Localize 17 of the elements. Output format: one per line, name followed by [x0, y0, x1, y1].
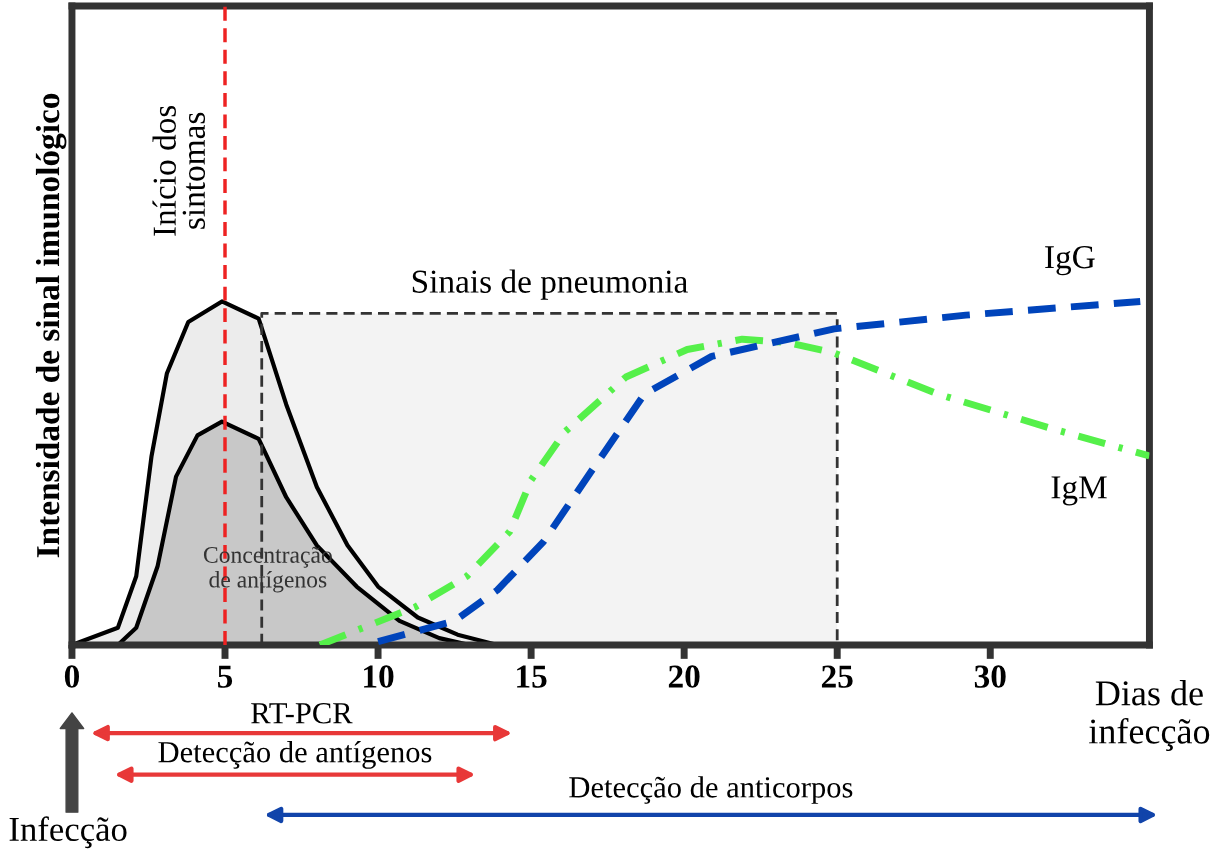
text: RT-PCR: [251, 703, 353, 724]
x-axis-title: Dias de infecção: [1089, 680, 1210, 752]
x-tick-label: 15: [517, 665, 547, 688]
text: Detecção de antígenos: [158, 740, 432, 769]
ref-line-label: Início dos sintomas: [152, 105, 206, 236]
x-tick-label: 30: [974, 665, 1006, 688]
x-tick-label: 10: [364, 665, 394, 688]
series-label: IgM: [1051, 476, 1107, 506]
series-label: IgG: [1045, 246, 1095, 276]
x-tick-label: 20: [668, 665, 700, 688]
x-tick-label: 5: [218, 665, 233, 688]
x-tick-label: 0: [64, 665, 80, 688]
text: Infecção: [9, 816, 127, 849]
band-label: Sinais de pneumonia: [412, 269, 688, 300]
y-axis-title: Intensidade de sinal imunológico: [35, 93, 67, 558]
x-tick-label: 25: [821, 665, 853, 688]
text: Detecção de anticorpos: [569, 776, 853, 804]
